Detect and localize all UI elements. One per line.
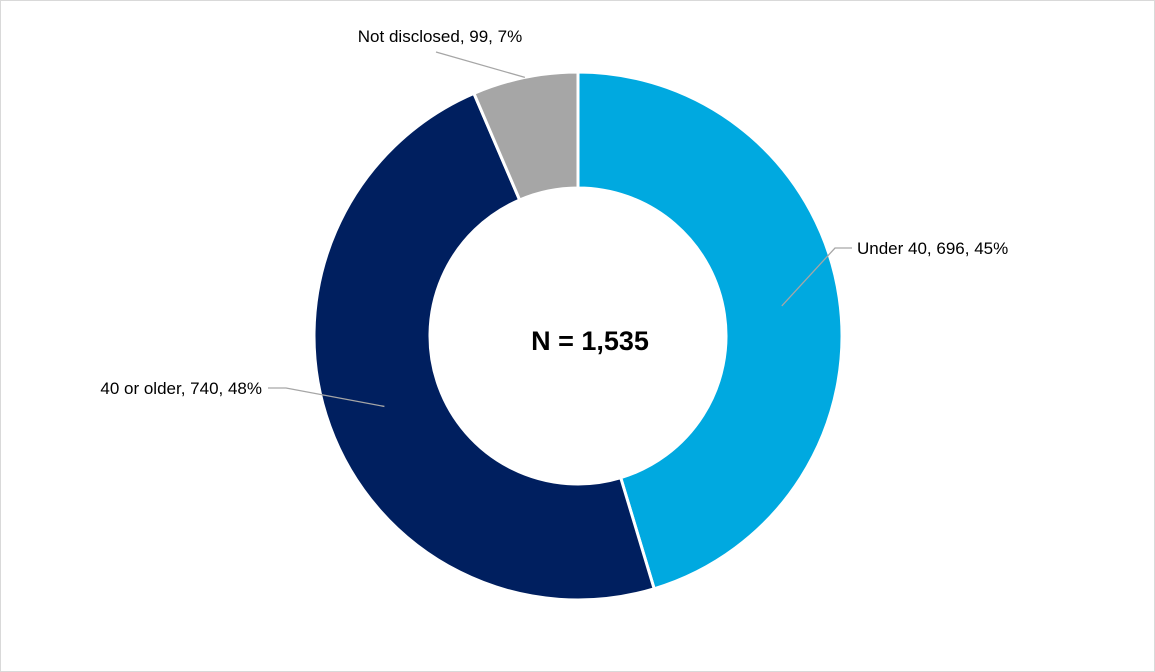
data-label-not-disclosed: Not disclosed, 99, 7% xyxy=(358,27,522,46)
leader-line-not-disclosed xyxy=(435,51,526,79)
slice-40-or-older xyxy=(312,91,657,602)
data-label-under-40: Under 40, 696, 45% xyxy=(857,239,1008,258)
leader-lines-group xyxy=(268,51,852,408)
center-total-label: N = 1,535 xyxy=(531,326,649,356)
slices-group xyxy=(312,70,844,602)
leader-line-under-40 xyxy=(781,247,852,307)
slice-not-disclosed xyxy=(471,70,580,202)
slice-under-40 xyxy=(576,70,844,591)
data-label-40-or-older: 40 or older, 740, 48% xyxy=(100,379,262,398)
leader-line-40-or-older xyxy=(268,387,385,408)
